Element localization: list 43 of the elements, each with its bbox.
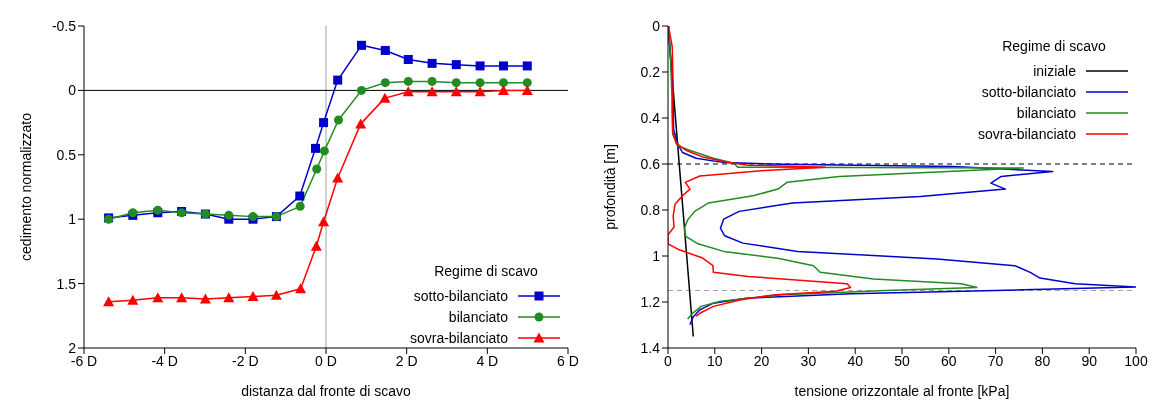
legend-label: sovra-bilanciato: [409, 329, 508, 346]
x-tick-label: 70: [987, 352, 1004, 369]
x-axis-title: distanza dal fronte di scavo: [241, 383, 412, 399]
legend-label: bilanciato: [448, 308, 508, 325]
x-tick-label: 40: [847, 352, 864, 369]
y-tick-label: 1.2: [640, 293, 661, 310]
y-axis-title: profondità [m]: [601, 144, 618, 230]
legend-label: bilanciato: [1016, 104, 1076, 121]
y-tick-label: 1.5: [56, 275, 77, 292]
x-tick-label: 50: [894, 352, 910, 369]
x-tick-label: 10: [707, 352, 723, 369]
y-tick-label: -0.5: [51, 17, 77, 34]
x-tick-label: 0: [664, 352, 673, 369]
legend-label: sovra-bilanciato: [977, 125, 1076, 142]
y-tick-label: 1: [68, 211, 77, 228]
x-axis-title: tensione orizzontale al fronte [kPa]: [794, 383, 1010, 399]
legend-label: sotto-bilanciato: [413, 287, 508, 304]
legend-label: sotto-bilanciato: [981, 83, 1076, 100]
y-tick-label: 1: [652, 247, 661, 264]
x-tick-label: 80: [1034, 352, 1051, 369]
y-tick-label: 0: [652, 17, 661, 34]
y-tick-label: 0.8: [640, 201, 661, 218]
x-tick-label: 100: [1124, 352, 1148, 369]
x-tick-label: -4 D: [151, 352, 178, 369]
y-tick-label: 0.4: [640, 109, 661, 126]
y-tick-label: 0.5: [56, 146, 77, 163]
y-tick-label: 0.2: [640, 63, 661, 80]
y-axis-title: cedimento normalizzato: [17, 112, 34, 261]
x-tick-label: 4 D: [476, 352, 499, 369]
x-tick-label: 0 D: [315, 352, 337, 369]
x-tick-label: 2 D: [395, 352, 418, 369]
x-tick-label: 20: [753, 352, 770, 369]
x-tick-label: 6 D: [557, 352, 579, 369]
x-tick-label: 30: [800, 352, 817, 369]
y-tick-label: 0: [68, 82, 77, 99]
x-tick-label: 90: [1081, 352, 1098, 369]
x-tick-label: -2 D: [232, 352, 259, 369]
y-tick-label: 1.4: [640, 339, 661, 356]
legend-label: iniziale: [1033, 62, 1076, 79]
y-tick-label: 0.6: [640, 155, 661, 172]
x-tick-label: 60: [941, 352, 957, 369]
legend-title: Regime di scavo: [433, 263, 539, 279]
legend-title: Regime di scavo: [1001, 38, 1107, 54]
